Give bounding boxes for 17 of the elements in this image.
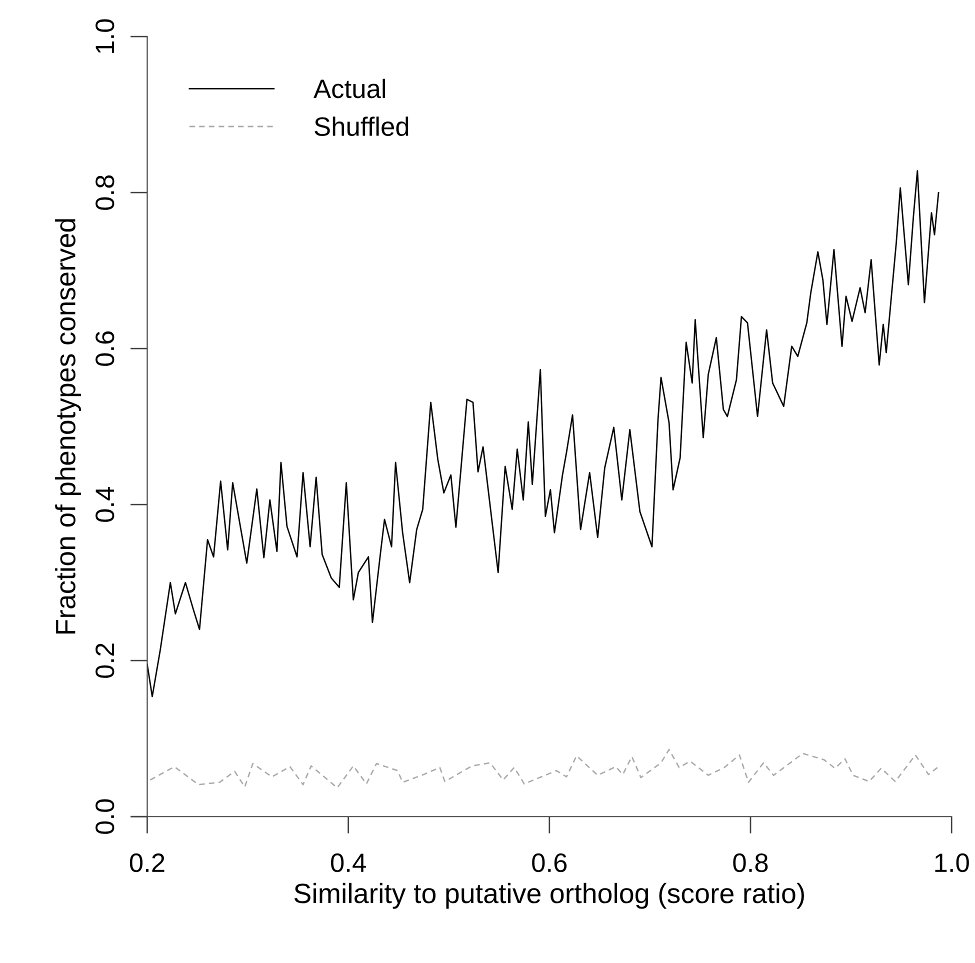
y-tick-label: 0.8 — [96, 175, 114, 210]
line-series — [147, 170, 940, 698]
line-series — [150, 748, 940, 788]
y-tick-label: 0.2 — [96, 644, 114, 678]
x-tick-label: 0.4 — [331, 853, 366, 872]
y-tick-label: 0.6 — [96, 331, 114, 366]
x-axis-title: Similarity to putative ortholog (score ratio) — [294, 882, 804, 909]
x-tick-label: 0.2 — [130, 853, 164, 872]
x-tick-label: 0.8 — [733, 853, 768, 872]
y-tick-label: 1.0 — [96, 19, 114, 53]
y-tick-label: 0.4 — [96, 487, 114, 522]
y-tick-label: 0.0 — [96, 799, 114, 834]
y-axis-title: Fraction of phenotypes conserved — [55, 219, 81, 634]
legend-label: Actual — [314, 78, 386, 98]
legend-label: Shuffled — [314, 116, 408, 136]
x-tick-label: 0.6 — [532, 853, 567, 872]
x-tick-label: 1.0 — [935, 853, 969, 872]
